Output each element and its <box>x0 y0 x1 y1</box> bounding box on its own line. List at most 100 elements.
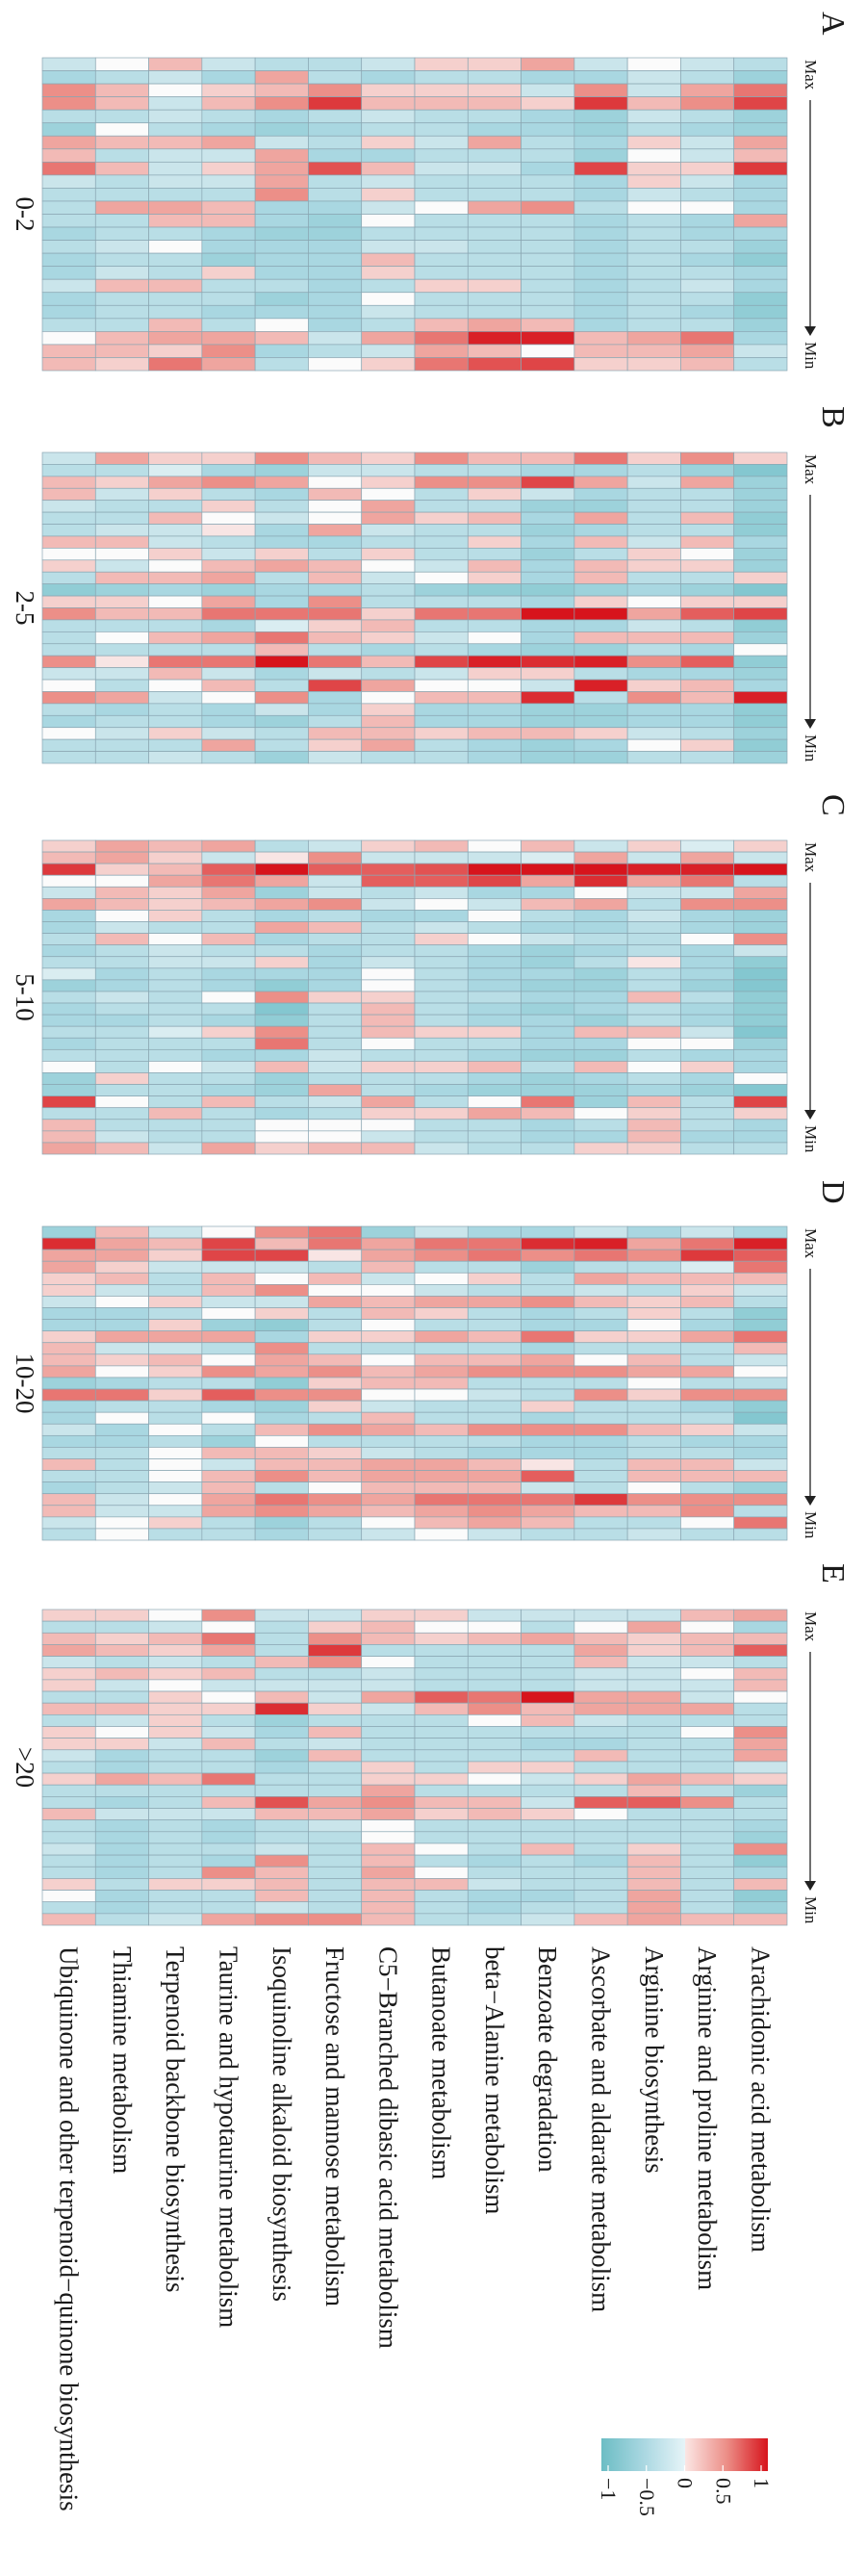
heatmap-cell <box>148 1225 203 1239</box>
heatmap-cell <box>573 583 628 597</box>
heatmap-cell <box>201 979 256 992</box>
heatmap-cell <box>467 1225 522 1239</box>
heatmap-cell <box>308 1330 363 1344</box>
heatmap-cell <box>573 1423 628 1436</box>
heatmap-cell <box>41 1620 96 1634</box>
heatmap-cell <box>467 122 522 137</box>
heatmap-cell <box>94 464 149 477</box>
heatmap-cell <box>361 619 416 632</box>
heatmap-cell <box>573 1842 628 1856</box>
heatmap-cell <box>308 1260 363 1274</box>
heatmap-cell <box>361 96 416 111</box>
heatmap-cell <box>626 1901 681 1915</box>
heatmap-cell <box>414 1819 469 1833</box>
heatmap-cell <box>733 1272 788 1285</box>
heatmap-cell <box>626 476 681 489</box>
heatmap-cell <box>201 1878 256 1891</box>
max-label: Max <box>802 454 820 485</box>
heatmap-cell <box>626 1084 681 1096</box>
heatmap-cell <box>414 667 469 681</box>
heatmap-cell <box>254 703 309 716</box>
heatmap-cell <box>254 1690 309 1704</box>
heatmap-cell <box>254 1878 309 1891</box>
heatmap-cell <box>41 1819 96 1833</box>
heatmap-cell <box>254 135 309 150</box>
heatmap-cell <box>254 619 309 632</box>
heatmap-cell <box>626 464 681 477</box>
heatmap-cell <box>94 1025 149 1039</box>
heatmap-cell <box>680 1913 735 1926</box>
heatmap-cell <box>201 1505 256 1518</box>
heatmap-cell <box>521 1142 575 1155</box>
heatmap-cell <box>680 1470 735 1482</box>
heatmap-cell <box>201 1423 256 1436</box>
heatmap-cell <box>573 476 628 489</box>
heatmap-cell <box>361 910 416 922</box>
heatmap-cell <box>733 933 788 946</box>
heatmap-cell <box>733 1679 788 1692</box>
heatmap-cell <box>41 619 96 632</box>
heatmap-cell <box>573 967 628 981</box>
heatmap-cell <box>573 979 628 992</box>
heatmap-cell <box>361 1061 416 1073</box>
heatmap-cell <box>201 1330 256 1344</box>
heatmap-cell <box>94 1620 149 1634</box>
heatmap-cell <box>573 1260 628 1274</box>
heatmap-cell <box>680 1620 735 1634</box>
heatmap-cell <box>733 1296 788 1308</box>
heatmap-cell <box>148 1260 203 1274</box>
heatmap-cell <box>41 1854 96 1868</box>
heatmap-cell <box>521 1353 575 1367</box>
depth-group-label: 10-20 <box>11 1353 39 1414</box>
heatmap-cell <box>308 1690 363 1704</box>
heatmap-cell <box>414 70 469 85</box>
heatmap-cell <box>148 240 203 254</box>
heatmap-cell <box>41 1656 96 1669</box>
heatmap-cell <box>680 1025 735 1039</box>
heatmap-cell <box>414 1738 469 1751</box>
heatmap-cell <box>626 1632 681 1645</box>
heatmap-cell <box>254 714 309 729</box>
heatmap-cell <box>148 1667 203 1681</box>
heatmap-cell <box>308 1249 363 1262</box>
heatmap-cell <box>308 122 363 137</box>
heatmap-cell <box>467 1284 522 1297</box>
heatmap-cell <box>414 1142 469 1155</box>
heatmap-cell <box>733 1796 788 1809</box>
heatmap-cell <box>521 1342 575 1355</box>
heatmap-cell <box>254 1272 309 1285</box>
heatmap-cell <box>361 631 416 645</box>
heatmap-cell <box>308 1878 363 1891</box>
heatmap-cell <box>148 619 203 632</box>
heatmap-cell <box>201 1342 256 1355</box>
heatmap-cell <box>361 944 416 958</box>
heatmap-cell <box>94 148 149 163</box>
heatmap-cell <box>361 464 416 477</box>
heatmap-cell <box>201 1667 256 1681</box>
heatmap-cell <box>148 1048 203 1062</box>
heatmap-cell <box>361 357 416 372</box>
heatmap-cell <box>254 1493 309 1507</box>
heatmap-cell <box>308 1726 363 1739</box>
heatmap-cell <box>308 667 363 681</box>
heatmap-cell <box>573 1656 628 1669</box>
heatmap-cell <box>521 1260 575 1274</box>
heatmap-cell <box>308 727 363 740</box>
heatmap-cell <box>521 1866 575 1879</box>
heatmap-cell <box>414 1878 469 1891</box>
heatmap-cell <box>201 583 256 597</box>
heatmap-cell <box>521 1037 575 1050</box>
heatmap-cell <box>467 1330 522 1344</box>
heatmap-cell <box>573 1025 628 1039</box>
heatmap-cell <box>467 174 522 189</box>
heatmap-cell <box>94 135 149 150</box>
heatmap-cell <box>573 1878 628 1891</box>
heatmap-cell <box>467 1493 522 1507</box>
heatmap-cell <box>201 1713 256 1727</box>
panel-letter: A <box>815 12 851 36</box>
heatmap-cell <box>626 214 681 228</box>
heatmap-cell <box>94 304 149 320</box>
heatmap-cell <box>680 751 735 764</box>
heatmap-cell <box>254 122 309 137</box>
heatmap-cell <box>733 226 788 241</box>
